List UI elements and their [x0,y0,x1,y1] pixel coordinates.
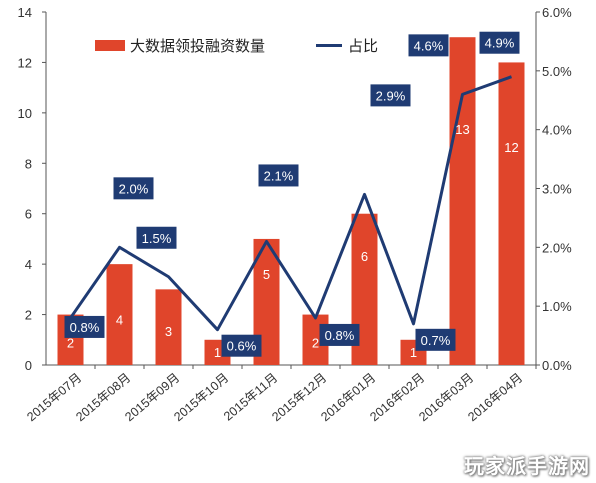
legend-bar-swatch [95,40,125,51]
axes: 024681012140.0%1.0%2.0%3.0%4.0%5.0%6.0%2… [18,5,573,424]
legend: 大数据领投融资数量 占比 [95,37,378,55]
ratio-callout-box [221,334,262,357]
bar-value-label: 2 [67,335,74,350]
bar [155,289,182,365]
labels: 2 4 3 1 5 2 6 1 13 12 0.8% 2.0% 1.5% 0.6% 2.1% 0.8% 2.9%… [64,31,520,360]
x-tick-label: 2016年04月 [465,371,525,425]
ratio-callout-label: 0.6% [227,339,257,354]
bar-value-label: 13 [455,122,469,137]
bar-value-label: 5 [263,267,270,282]
y-right-tick-label: 5.0% [542,64,572,79]
ratio-line [69,75,513,332]
ratio-callout-label: 4.9% [485,36,515,51]
y-left-tick-label: 2 [25,308,32,323]
ratio-callout-box [408,34,449,57]
bar-value-label: 2 [312,335,319,350]
ratio-line-layer [69,75,513,332]
y-left-tick-label: 4 [25,257,32,272]
ratio-callout-label: 2.0% [119,181,149,196]
bar-value-label: 4 [116,313,123,328]
y-left-tick-label: 8 [25,156,32,171]
ratio-callout-box [113,177,154,200]
y-right-tick-label: 4.0% [542,123,572,138]
bar [449,37,476,365]
y-right-tick-label: 2.0% [542,240,572,255]
y-left-tick-label: 12 [18,55,32,70]
y-right-tick-label: 1.0% [542,299,572,314]
ratio-callout-label: 0.8% [325,328,355,343]
y-right-tick-label: 3.0% [542,182,572,197]
ratio-callout-box [136,226,177,249]
ratio-callout-box [370,84,411,107]
ratio-callout-box [319,323,360,346]
ratio-callout-label: 1.5% [142,231,172,246]
y-right-tick-label: 6.0% [542,5,572,20]
bar-value-label: 3 [165,324,172,339]
ratio-callout-label: 2.1% [264,168,294,183]
ratio-callout-label: 0.8% [70,320,100,335]
ratio-callout-box [479,31,520,54]
legend-line-label: 占比 [348,37,378,55]
x-tick-label: 2015年10月 [171,371,231,425]
y-left-tick-label: 0 [25,358,32,373]
ratio-callout-box [258,164,299,187]
ratio-callout-label: 4.6% [414,38,444,53]
ratio-callout-box [415,328,456,351]
legend-bar-label: 大数据领投融资数量 [130,37,265,55]
y-right-tick-label: 0.0% [542,358,572,373]
bars [57,37,525,366]
bar-value-label: 1 [410,345,417,360]
bar-value-label: 6 [361,249,368,264]
bar-value-label: 12 [504,140,518,155]
watermark: 玩家派手游网 [464,454,590,478]
ratio-callout-box [64,315,105,338]
ratio-callout-label: 2.9% [376,88,406,103]
bar [498,62,525,366]
bar [106,264,133,365]
y-left-tick-label: 14 [18,5,32,20]
y-left-tick-label: 10 [18,106,32,121]
ratio-callout-label: 0.7% [421,333,451,348]
y-left-tick-label: 6 [25,207,32,222]
bar-value-label: 1 [214,345,221,360]
